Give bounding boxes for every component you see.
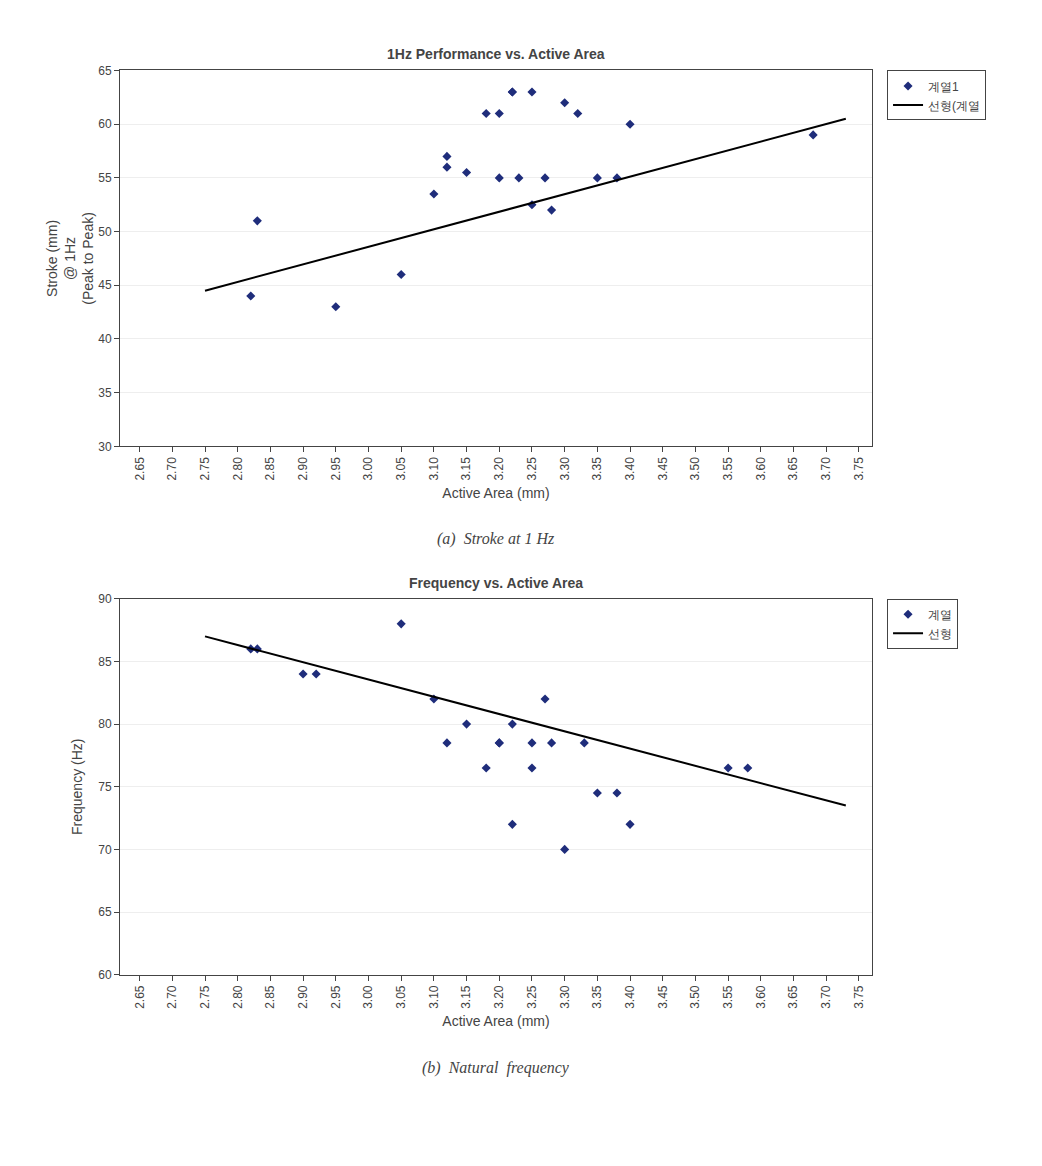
svg-text:3.10: 3.10 — [427, 985, 441, 1009]
svg-text:85: 85 — [98, 655, 112, 669]
svg-text:3.75: 3.75 — [852, 985, 866, 1009]
svg-text:1Hz Performance vs. Active Are: 1Hz Performance vs. Active Area — [387, 46, 605, 62]
svg-text:3.50: 3.50 — [688, 457, 702, 481]
svg-text:3.30: 3.30 — [558, 457, 572, 481]
svg-text:3.60: 3.60 — [754, 457, 768, 481]
svg-text:(a) Stroke at 1 Hz: (a) Stroke at 1 Hz — [437, 530, 555, 548]
svg-text:계열1: 계열1 — [928, 80, 959, 94]
svg-text:65: 65 — [98, 64, 112, 78]
svg-text:3.45: 3.45 — [656, 457, 670, 481]
svg-text:3.40: 3.40 — [623, 985, 637, 1009]
svg-text:3.55: 3.55 — [721, 985, 735, 1009]
svg-text:3.65: 3.65 — [786, 457, 800, 481]
svg-text:계열: 계열 — [928, 608, 952, 622]
svg-text:Frequency vs. Active Area: Frequency vs. Active Area — [409, 575, 583, 591]
svg-text:3.00: 3.00 — [361, 985, 375, 1009]
svg-text:2.85: 2.85 — [263, 985, 277, 1009]
svg-text:Stroke (mm)@ 1Hz(Peak to Peak): Stroke (mm)@ 1Hz(Peak to Peak) — [44, 212, 96, 305]
svg-text:Active Area (mm): Active Area (mm) — [442, 1013, 549, 1029]
svg-text:3.40: 3.40 — [623, 457, 637, 481]
svg-text:Active Area (mm): Active Area (mm) — [442, 485, 549, 501]
svg-text:2.75: 2.75 — [198, 985, 212, 1009]
svg-text:2.80: 2.80 — [231, 985, 245, 1009]
svg-text:2.70: 2.70 — [165, 985, 179, 1009]
svg-text:2.85: 2.85 — [263, 457, 277, 481]
svg-text:3.55: 3.55 — [721, 457, 735, 481]
svg-text:3.70: 3.70 — [819, 457, 833, 481]
svg-text:75: 75 — [98, 780, 112, 794]
svg-text:55: 55 — [98, 171, 112, 185]
svg-text:3.35: 3.35 — [590, 985, 604, 1009]
svg-text:Frequency (Hz): Frequency (Hz) — [69, 739, 85, 835]
svg-text:2.80: 2.80 — [231, 457, 245, 481]
svg-text:2.95: 2.95 — [329, 457, 343, 481]
svg-text:30: 30 — [98, 440, 112, 454]
svg-text:2.90: 2.90 — [296, 985, 310, 1009]
svg-text:50: 50 — [98, 225, 112, 239]
svg-text:3.45: 3.45 — [656, 985, 670, 1009]
svg-text:40: 40 — [98, 332, 112, 346]
svg-text:3.20: 3.20 — [492, 985, 506, 1009]
svg-text:3.25: 3.25 — [525, 985, 539, 1009]
svg-text:선형: 선형 — [928, 627, 952, 641]
svg-text:3.25: 3.25 — [525, 457, 539, 481]
svg-text:2.75: 2.75 — [198, 457, 212, 481]
svg-text:(b) Natural frequency: (b) Natural frequency — [422, 1059, 570, 1077]
svg-text:2.65: 2.65 — [133, 985, 147, 1009]
svg-text:3.00: 3.00 — [361, 457, 375, 481]
svg-text:60: 60 — [98, 968, 112, 982]
svg-text:3.10: 3.10 — [427, 457, 441, 481]
svg-text:3.35: 3.35 — [590, 457, 604, 481]
svg-text:3.15: 3.15 — [459, 985, 473, 1009]
svg-text:2.90: 2.90 — [296, 457, 310, 481]
svg-text:2.65: 2.65 — [133, 457, 147, 481]
svg-text:45: 45 — [98, 278, 112, 292]
svg-text:3.30: 3.30 — [558, 985, 572, 1009]
svg-text:90: 90 — [98, 592, 112, 606]
svg-text:65: 65 — [98, 905, 112, 919]
svg-text:선형(계열: 선형(계열 — [928, 99, 980, 113]
svg-text:3.05: 3.05 — [394, 457, 408, 481]
svg-text:3.15: 3.15 — [459, 457, 473, 481]
svg-text:3.70: 3.70 — [819, 985, 833, 1009]
svg-text:3.50: 3.50 — [688, 985, 702, 1009]
svg-text:35: 35 — [98, 386, 112, 400]
svg-text:2.95: 2.95 — [329, 985, 343, 1009]
svg-text:3.75: 3.75 — [852, 457, 866, 481]
svg-text:60: 60 — [98, 117, 112, 131]
svg-text:2.70: 2.70 — [165, 457, 179, 481]
svg-text:3.65: 3.65 — [786, 985, 800, 1009]
svg-text:3.60: 3.60 — [754, 985, 768, 1009]
svg-text:80: 80 — [98, 717, 112, 731]
svg-text:70: 70 — [98, 843, 112, 857]
svg-text:3.20: 3.20 — [492, 457, 506, 481]
svg-text:3.05: 3.05 — [394, 985, 408, 1009]
